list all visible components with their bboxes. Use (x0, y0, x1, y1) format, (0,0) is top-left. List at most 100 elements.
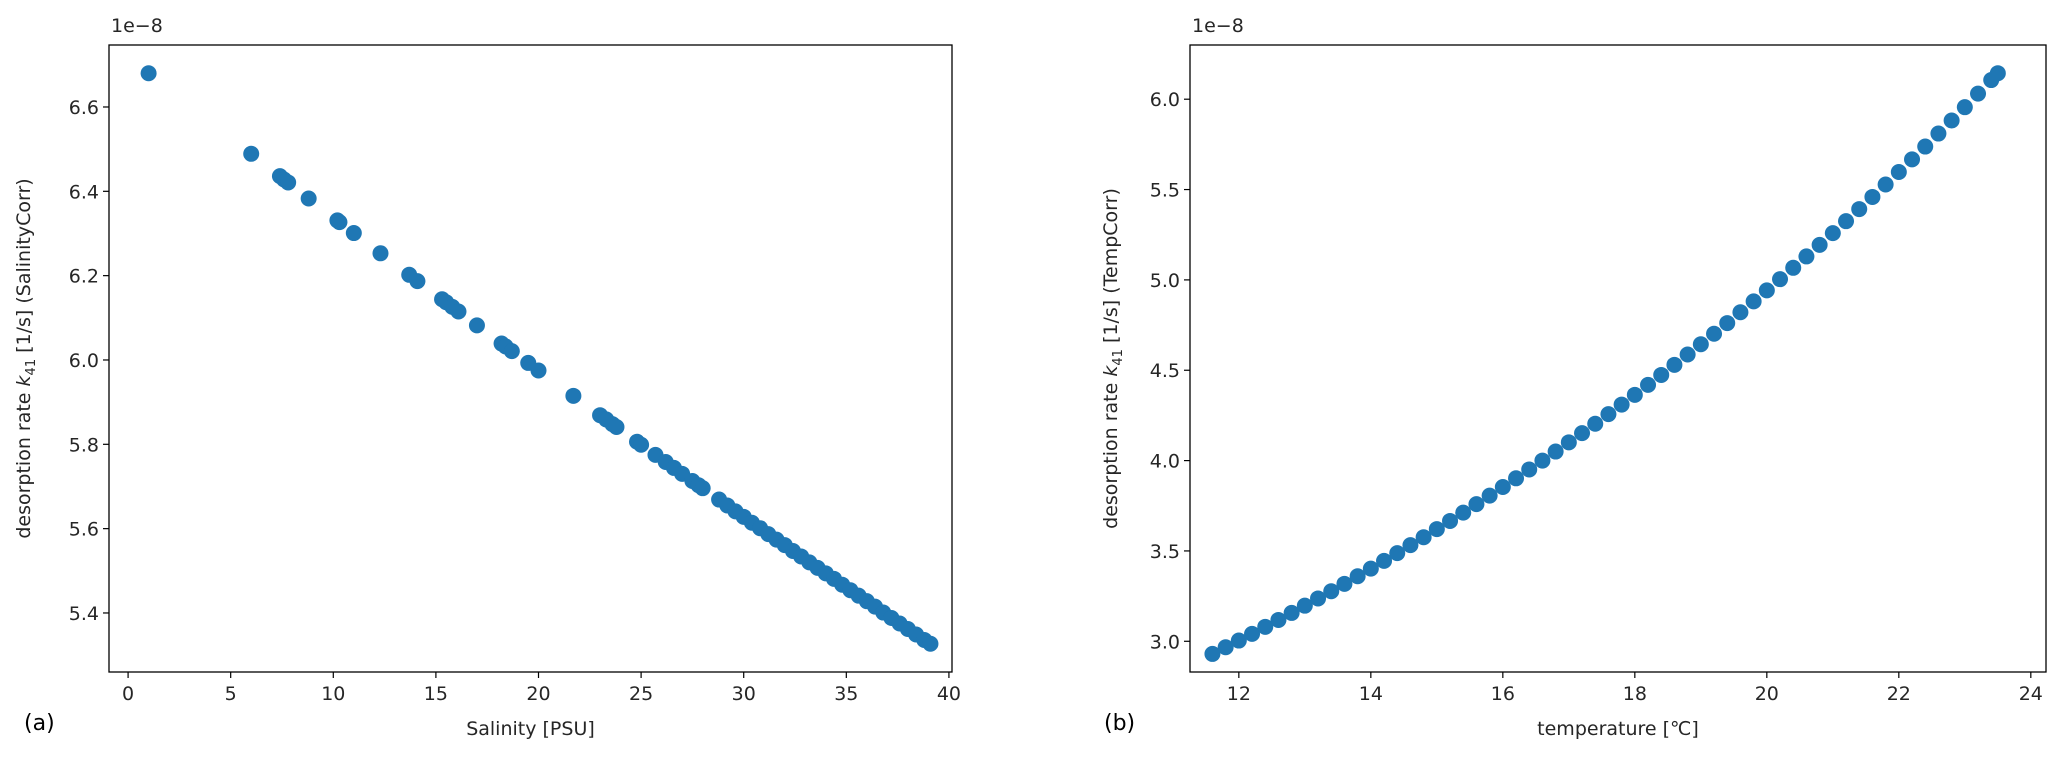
data-point (300, 190, 317, 207)
data-point (1455, 504, 1472, 521)
data-point (1653, 366, 1670, 383)
data-point (1640, 376, 1657, 393)
data-point (1719, 315, 1736, 332)
y-label-symbol: k (13, 374, 35, 386)
data-point (1230, 632, 1247, 649)
y-tick-label: 3.0 (1150, 631, 1180, 653)
y-offset-text: 1e−8 (111, 15, 163, 37)
data-point (1402, 537, 1419, 554)
y-tick-label: 5.8 (69, 434, 99, 456)
data-point (331, 214, 348, 231)
data-point (1521, 461, 1538, 478)
y-label-symbol: k (1100, 365, 1122, 377)
x-axis-ticks: 0 5 10 15 20 25 30 35 40 (122, 672, 961, 705)
data-point (1376, 552, 1393, 569)
data-point (503, 343, 520, 360)
data-point (1534, 452, 1551, 469)
data-point (1204, 645, 1221, 662)
x-axis-label: Salinity [PSU] (466, 718, 595, 740)
data-point (1943, 112, 1960, 129)
data-point (1600, 406, 1617, 423)
x-tick-label: 22 (1887, 683, 1911, 705)
y-tick-label: 5.5 (1150, 180, 1180, 202)
y-label-subscript: 41 (1111, 349, 1126, 366)
data-point (565, 387, 582, 404)
data-point (1442, 512, 1459, 529)
data-point (1323, 583, 1340, 600)
data-point (1547, 443, 1564, 460)
y-tick-label: 5.6 (69, 519, 99, 541)
data-point (1389, 545, 1406, 562)
x-tick-label: 35 (834, 683, 858, 705)
data-point (1772, 271, 1789, 288)
data-point (530, 362, 547, 379)
data-point (1257, 618, 1274, 635)
data-point (1349, 568, 1366, 585)
data-point (1706, 325, 1723, 342)
panel-label-a: (a) (24, 711, 55, 736)
data-point (1574, 425, 1591, 442)
x-tick-label: 30 (732, 683, 756, 705)
x-tick-label: 18 (1623, 683, 1647, 705)
y-label-prefix: desorption rate (13, 386, 35, 538)
y-label-subscript: 41 (24, 359, 39, 376)
panel-label-b: (b) (1104, 711, 1135, 736)
y-tick-label: 6.2 (69, 266, 99, 288)
x-tick-label: 0 (122, 683, 134, 705)
data-point (1785, 259, 1802, 276)
data-point (1864, 188, 1881, 205)
data-point (372, 245, 389, 262)
data-point (1587, 415, 1604, 432)
x-tick-label: 25 (629, 683, 653, 705)
x-tick-label: 20 (526, 683, 550, 705)
data-point (1758, 282, 1775, 299)
y-axis-ticks: 3.0 3.5 4.0 4.5 5.0 5.5 6.0 (1150, 89, 1190, 653)
data-point (1956, 99, 1973, 116)
data-point (1468, 496, 1485, 513)
y-axis-ticks: 5.4 5.6 5.8 6.0 6.2 6.4 6.6 (69, 97, 109, 625)
data-point (1310, 590, 1327, 607)
data-point (243, 145, 260, 162)
data-point (468, 317, 485, 334)
data-point (1877, 176, 1894, 193)
x-tick-label: 24 (2019, 683, 2043, 705)
x-tick-label: 16 (1491, 683, 1515, 705)
data-point (1917, 138, 1934, 155)
scatter-points (140, 65, 939, 652)
data-point (633, 436, 650, 453)
data-point (1283, 604, 1300, 621)
panel-a-salinity: 0 5 10 15 20 25 30 35 40 5.4 5.6 5.8 6.0 6.2 6.4 6.6 1… (13, 15, 961, 740)
data-point (1508, 470, 1525, 487)
data-point (1970, 85, 1987, 102)
data-point (1481, 487, 1498, 504)
x-tick-label: 10 (321, 683, 345, 705)
y-tick-label: 6.4 (69, 181, 99, 203)
y-label-suffix: [1/s] (SalinityCorr) (13, 178, 35, 359)
x-tick-label: 20 (1755, 683, 1779, 705)
data-point (450, 303, 467, 320)
data-point (1732, 304, 1749, 321)
data-point (1613, 396, 1630, 413)
data-point (1296, 597, 1313, 614)
data-point (1692, 336, 1709, 353)
y-tick-label: 5.0 (1150, 270, 1180, 292)
data-point (1270, 611, 1287, 628)
data-point (1362, 560, 1379, 577)
data-point (1838, 213, 1855, 230)
x-tick-label: 12 (1227, 683, 1251, 705)
y-tick-label: 4.5 (1150, 360, 1180, 382)
y-tick-label: 6.0 (69, 350, 99, 372)
data-point (409, 273, 426, 290)
data-point (1560, 434, 1577, 451)
data-point (1494, 478, 1511, 495)
data-point (345, 225, 362, 242)
y-tick-label: 6.6 (69, 97, 99, 119)
data-point (1626, 386, 1643, 403)
data-point (1989, 65, 2006, 82)
y-tick-label: 4.0 (1150, 451, 1180, 473)
x-tick-label: 5 (225, 683, 237, 705)
axes-frame (108, 44, 953, 673)
data-point (1745, 293, 1762, 310)
x-tick-label: 14 (1359, 683, 1383, 705)
x-axis-label: temperature [℃] (1537, 718, 1699, 740)
